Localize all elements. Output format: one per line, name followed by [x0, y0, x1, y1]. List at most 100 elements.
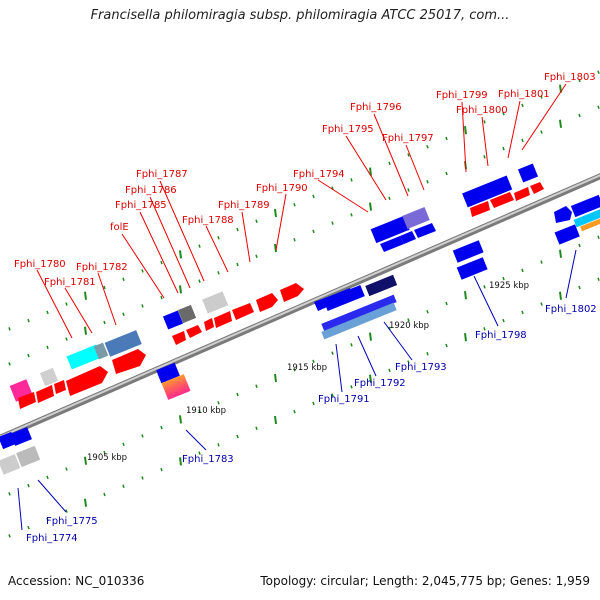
scale-tick — [350, 178, 353, 182]
gene-red-10[interactable] — [232, 303, 254, 320]
scale-tick — [236, 434, 239, 439]
label-Fphi_1790[interactable]: Fphi_1790 — [256, 183, 308, 194]
label-Fphi_1783[interactable]: Fphi_1783 — [182, 454, 234, 465]
gene-red-6[interactable] — [172, 331, 186, 345]
gene-blue-1801[interactable] — [517, 163, 539, 183]
label-Fphi_1782[interactable]: Fphi_1782 — [76, 262, 128, 273]
gene-Fphi_1782[interactable] — [66, 344, 102, 370]
leader-line — [241, 211, 251, 263]
scale-tick — [217, 236, 220, 240]
scale-tick — [578, 285, 581, 290]
gene-blue-1783[interactable] — [156, 362, 180, 384]
gene-blue-1792[interactable] — [321, 294, 397, 332]
gene-Fphi_1781[interactable] — [39, 367, 59, 387]
gene-red-11[interactable] — [256, 293, 278, 312]
leader-line — [507, 100, 521, 159]
label-Fphi_1789[interactable]: Fphi_1789 — [218, 200, 270, 211]
gene-blue-1802b[interactable] — [570, 194, 600, 218]
gene-red-1800[interactable] — [470, 201, 490, 217]
gene-blue-1802c[interactable] — [554, 224, 580, 245]
gene-red-7[interactable] — [186, 325, 202, 338]
gene-lightblue-1792[interactable] — [321, 302, 397, 340]
scale-tick — [8, 492, 11, 496]
gene-grey-1774[interactable] — [0, 454, 21, 475]
gene-red-1803[interactable] — [530, 182, 544, 194]
gene-blue-1799[interactable] — [462, 175, 513, 208]
label-Fphi_1803[interactable]: Fphi_1803 — [544, 72, 596, 83]
gene-cyan-dark[interactable] — [93, 342, 109, 360]
gene-blue-1794[interactable] — [370, 215, 410, 244]
gene-blue-1791c[interactable] — [323, 284, 365, 312]
label-Fphi_1799[interactable]: Fphi_1799 — [436, 90, 488, 101]
leader-line — [481, 116, 489, 167]
gene-red-4[interactable] — [66, 366, 108, 396]
gene-navy-1793[interactable] — [365, 274, 398, 297]
gene-slateblue[interactable] — [402, 207, 430, 229]
gene-red-1[interactable] — [18, 392, 36, 409]
scale-tick — [540, 95, 543, 99]
scale-tick — [483, 327, 486, 331]
label-Fphi_1792[interactable]: Fphi_1792 — [354, 378, 406, 389]
label-Fphi_1785[interactable]: Fphi_1785 — [115, 200, 167, 211]
gene-orange-1783[interactable] — [161, 374, 191, 400]
label-Fphi_1796[interactable]: Fphi_1796 — [350, 102, 402, 113]
scale-tick — [160, 425, 163, 430]
gene-grey-light[interactable] — [202, 291, 229, 314]
leader-line — [317, 179, 369, 213]
gene-red-5[interactable] — [112, 349, 146, 374]
scale-tick — [426, 352, 429, 356]
gene-red-1800b[interactable] — [490, 192, 514, 208]
label-folE[interactable]: folE — [110, 222, 129, 233]
gene-red-3[interactable] — [54, 380, 66, 394]
scale-tick — [8, 362, 11, 366]
gene-red-9[interactable] — [214, 311, 232, 328]
leader-line — [64, 287, 93, 334]
scale-tick — [445, 301, 448, 306]
scale-tick — [46, 517, 49, 522]
label-Fphi_1798[interactable]: Fphi_1798 — [475, 330, 527, 341]
scale-tick — [217, 271, 220, 275]
label-Fphi_1774[interactable]: Fphi_1774 — [26, 533, 78, 544]
gene-grey-dark[interactable] — [177, 304, 197, 324]
scale-tick — [198, 451, 201, 455]
scale-tick — [8, 534, 11, 538]
leader-line — [461, 101, 467, 173]
gene-blue-1802a[interactable] — [554, 206, 572, 223]
label-Fphi_1775[interactable]: Fphi_1775 — [46, 516, 98, 527]
label-Fphi_1795[interactable]: Fphi_1795 — [322, 124, 374, 135]
gene-red-1801b[interactable] — [514, 187, 530, 201]
gene-blue-1795[interactable] — [380, 236, 404, 252]
label-Fphi_1787[interactable]: Fphi_1787 — [136, 169, 188, 180]
scale-tick — [179, 250, 182, 259]
label-Fphi_1791[interactable]: Fphi_1791 — [318, 394, 370, 405]
gene-red-2[interactable] — [36, 385, 54, 403]
gene-blue-folE[interactable] — [162, 310, 184, 330]
label-Fphi_1800[interactable]: Fphi_1800 — [456, 105, 508, 116]
gene-cyan-1802[interactable] — [573, 208, 600, 228]
gene-blue-1798b[interactable] — [456, 257, 488, 280]
gene-grey-1775[interactable] — [16, 445, 41, 468]
label-Fphi_1781[interactable]: Fphi_1781 — [44, 277, 96, 288]
scale-tick — [274, 208, 277, 218]
gene-orange-1802[interactable] — [580, 217, 600, 232]
label-Fphi_1780[interactable]: Fphi_1780 — [14, 259, 66, 270]
label-Fphi_1788[interactable]: Fphi_1788 — [182, 215, 234, 226]
label-Fphi_1786[interactable]: Fphi_1786 — [125, 185, 177, 196]
gene-blue-1774b[interactable] — [10, 427, 32, 446]
gene-steelblue[interactable] — [104, 330, 142, 357]
scale-tick — [198, 244, 201, 248]
scale-tick — [65, 509, 68, 513]
gene-red-8[interactable] — [204, 318, 214, 331]
label-Fphi_1797[interactable]: Fphi_1797 — [382, 133, 434, 144]
label-Fphi_1802[interactable]: Fphi_1802 — [545, 304, 597, 315]
gene-blue-1798a[interactable] — [452, 240, 484, 263]
gene-blue-1796[interactable] — [400, 231, 416, 244]
label-Fphi_1801[interactable]: Fphi_1801 — [498, 89, 550, 100]
scale-tick — [388, 368, 391, 373]
gene-blue-1797[interactable] — [414, 223, 436, 238]
scale-tick — [46, 345, 49, 350]
gene-red-12[interactable] — [280, 283, 304, 302]
scale-tick — [369, 167, 372, 176]
label-Fphi_1793[interactable]: Fphi_1793 — [395, 362, 447, 373]
label-Fphi_1794[interactable]: Fphi_1794 — [293, 169, 345, 180]
